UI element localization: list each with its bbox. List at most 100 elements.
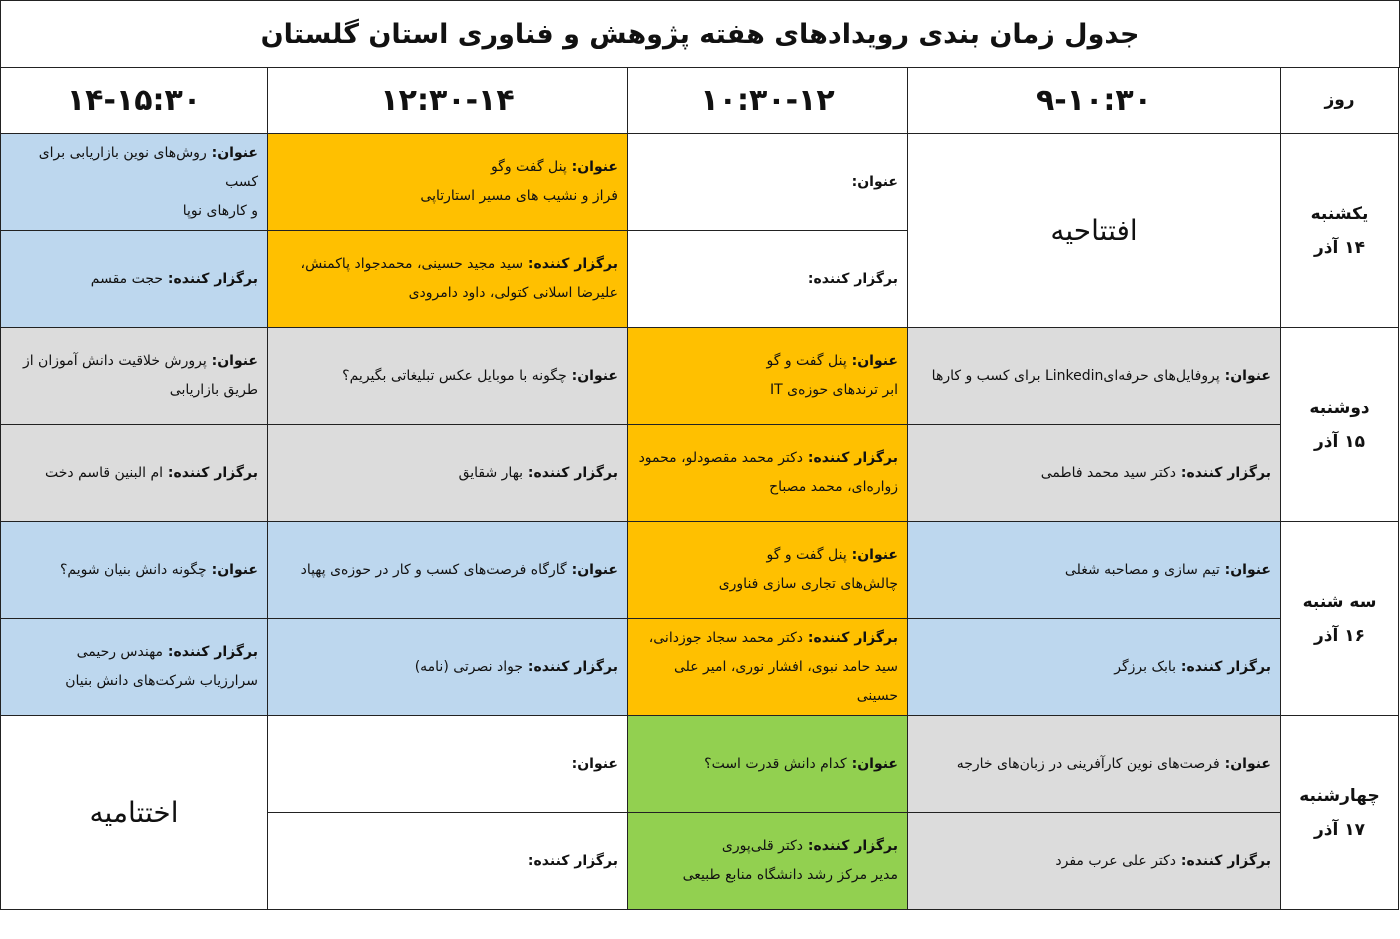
day-date: ۱۶ آذر (1313, 625, 1366, 646)
cell-line: عنوان: پروفایل‌های حرفه‌ایLinkedin برای … (917, 362, 1271, 391)
field-value: سید مجید حسینی، محمدجواد پاکمنش، (300, 256, 524, 272)
field-value: جواد نصرتی (نامه) (414, 658, 524, 675)
special-session: افتتاحیه (907, 133, 1281, 328)
field-label: عنوان: (566, 561, 618, 578)
header-slot: ۱۴-۱۵:۳۰ (0, 67, 268, 134)
session-title: عنوان: چگونه با موبایل عکس تبلیغاتی بگیر… (267, 327, 628, 425)
session-title: عنوان: روش‌های نوین بازاریابی برای کسب و … (0, 133, 268, 231)
cell-line: برگزار کننده: سید مجید حسینی، محمدجواد پ… (277, 250, 618, 279)
field-label: برگزار کننده: (523, 464, 618, 481)
cell-line: برگزار کننده: (637, 265, 898, 294)
day-cell: دوشنبه ۱۵ آذر (1280, 327, 1399, 522)
cell-line: عنوان: کدام دانش قدرت است؟ (637, 750, 898, 779)
cell-line: سرارزیاب شرکت‌های دانش بنیان (10, 667, 258, 696)
cell-line: عنوان: (637, 168, 898, 197)
session-title: عنوان: گارگاه فرصت‌های کسب و کار در حوزه… (267, 521, 628, 619)
field-value: ابر ترندهای حوزه‌ی IT (770, 382, 898, 398)
special-session: اختتامیه (0, 715, 268, 910)
session-organizer: برگزار کننده: حجت مقسم (0, 230, 268, 328)
cell-line: عنوان: (277, 750, 618, 779)
cell-line: برگزار کننده: مهندس رحیمی (10, 638, 258, 667)
field-label: عنوان: (846, 755, 898, 772)
session-title: عنوان: تیم سازی و مصاحبه شغلی (907, 521, 1281, 619)
day-cell: چهارشنبه ۱۷ آذر (1280, 715, 1399, 910)
field-value: چگونه با موبایل عکس تبلیغاتی بگیریم؟ (342, 367, 567, 384)
cell-line: عنوان: روش‌های نوین بازاریابی برای کسب (10, 139, 258, 197)
field-value: بابک برزگر (1114, 658, 1177, 675)
cell-line: برگزار کننده: حجت مقسم (10, 265, 258, 294)
field-value: سرارزیاب شرکت‌های دانش بنیان (65, 673, 258, 689)
field-label: عنوان: (851, 173, 898, 190)
field-value: زواره‌ای، محمد مصباح (769, 479, 898, 495)
field-label: برگزار کننده: (163, 270, 258, 287)
session-organizer: برگزار کننده: دکتر محمد سجاد جوزدانی، سید… (627, 618, 908, 716)
field-label: برگزار کننده: (163, 644, 258, 660)
field-label: برگزار کننده: (803, 838, 898, 854)
header-day: روز (1280, 67, 1399, 134)
field-label: عنوان: (206, 144, 258, 161)
field-value: پرورش خلاقیت دانش آموزان از (22, 353, 207, 369)
cell-line: و کارهای نوپا (10, 197, 258, 226)
field-value: ام البنین قاسم دخت (45, 464, 164, 481)
session-title: عنوان: پنل گفت و گو چالش‌های تجاری سازی ف… (627, 521, 908, 619)
session-title: عنوان: چگونه دانش بنیان شویم؟ (0, 521, 268, 619)
cell-line: برگزار کننده: جواد نصرتی (نامه) (277, 653, 618, 682)
field-value: تیم سازی و مصاحبه شغلی (1064, 561, 1220, 578)
day-name: سه شنبه (1302, 591, 1377, 612)
field-label: برگزار کننده: (807, 270, 898, 287)
field-value: دکتر محمد سجاد جوزدانی، (648, 629, 804, 646)
field-value: مدیر مرکز رشد دانشگاه منابع طبیعی (682, 867, 898, 883)
field-value: علیرضا اسلانی کتولی، داود دامرودی (408, 285, 618, 301)
session-organizer: برگزار کننده: جواد نصرتی (نامه) (267, 618, 628, 716)
day-date: ۱۵ آذر (1313, 431, 1366, 452)
cell-line: برگزار کننده: ام البنین قاسم دخت (10, 459, 258, 488)
cell-line: برگزار کننده: دکتر سید محمد فاطمی (917, 459, 1271, 488)
session-title: عنوان: کدام دانش قدرت است؟ (627, 715, 908, 813)
field-value: روش‌های نوین بازاریابی برای کسب (38, 144, 258, 190)
day-cell: سه شنبه ۱۶ آذر (1280, 521, 1399, 716)
header-slot: ۱۰:۳۰-۱۲ (627, 67, 908, 134)
session-organizer: برگزار کننده: ام البنین قاسم دخت (0, 424, 268, 522)
field-label: عنوان: (1219, 561, 1271, 578)
cell-line: مدیر مرکز رشد دانشگاه منابع طبیعی (637, 861, 898, 890)
cell-line: برگزار کننده: (277, 847, 618, 876)
session-organizer: برگزار کننده: بهار شقایق (267, 424, 628, 522)
session-organizer: برگزار کننده: دکتر سید محمد فاطمی (907, 424, 1281, 522)
field-value: کدام دانش قدرت است؟ (704, 755, 847, 772)
cell-line: طریق بازاریابی (10, 376, 258, 405)
cell-line: عنوان: پنل گفت و گو (637, 541, 898, 570)
day-cell: یکشنبه ۱۴ آذر (1280, 133, 1399, 328)
field-label: عنوان: (1219, 367, 1271, 384)
field-value: دکتر سید محمد فاطمی (1040, 464, 1177, 481)
field-value: سید حامد نبوی، افشار نوری، امیر علی حسین… (673, 658, 898, 704)
session-title: عنوان: پروفایل‌های حرفه‌ایLinkedin برای … (907, 327, 1281, 425)
field-label: برگزار کننده: (1176, 464, 1271, 481)
session-organizer: برگزار کننده: دکتر علی عرب مفرد (907, 812, 1281, 910)
day-date: ۱۷ آذر (1313, 819, 1366, 840)
cell-line: عنوان: پرورش خلاقیت دانش آموزان از (10, 347, 258, 376)
session-organizer: برگزار کننده: (267, 812, 628, 910)
field-label: عنوان: (571, 755, 618, 772)
field-value: حجت مقسم (90, 270, 164, 287)
cell-line: عنوان: چگونه با موبایل عکس تبلیغاتی بگیر… (277, 362, 618, 391)
field-label: عنوان: (566, 367, 618, 384)
session-title: عنوان: پنل گفت و گو ابر ترندهای حوزه‌ی IT (627, 327, 908, 425)
session-title: عنوان: پنل گفت وگو فراز و نشیب های مسیر ا… (267, 133, 628, 231)
session-title: عنوان: (267, 715, 628, 813)
day-name: دوشنبه (1309, 397, 1370, 418)
field-value: پنل گفت و گو (766, 547, 847, 563)
cell-line: برگزار کننده: دکتر علی عرب مفرد (917, 847, 1271, 876)
cell-line: عنوان: پنل گفت و گو (637, 347, 898, 376)
field-label: عنوان: (846, 353, 898, 369)
cell-line: عنوان: گارگاه فرصت‌های کسب و کار در حوزه… (277, 556, 618, 585)
session-title: عنوان: پرورش خلاقیت دانش آموزان از طریق ب… (0, 327, 268, 425)
cell-line: برگزار کننده: بهار شقایق (277, 459, 618, 488)
cell-line: برگزار کننده: دکتر قلی‌پوری (637, 832, 898, 861)
field-value: چالش‌های تجاری سازی فناوری (718, 576, 898, 592)
field-label: عنوان: (846, 547, 898, 563)
session-organizer: برگزار کننده: بابک برزگر (907, 618, 1281, 716)
field-value: پروفایل‌های حرفه‌ایLinkedin برای کسب و ک… (931, 367, 1220, 384)
field-value: پنل گفت و گو (766, 353, 847, 369)
cell-line: عنوان: فرصت‌های نوین کارآفرینی در زبان‌ه… (917, 750, 1271, 779)
field-value: گارگاه فرصت‌های کسب و کار در حوزه‌ی پهپا… (300, 561, 567, 578)
